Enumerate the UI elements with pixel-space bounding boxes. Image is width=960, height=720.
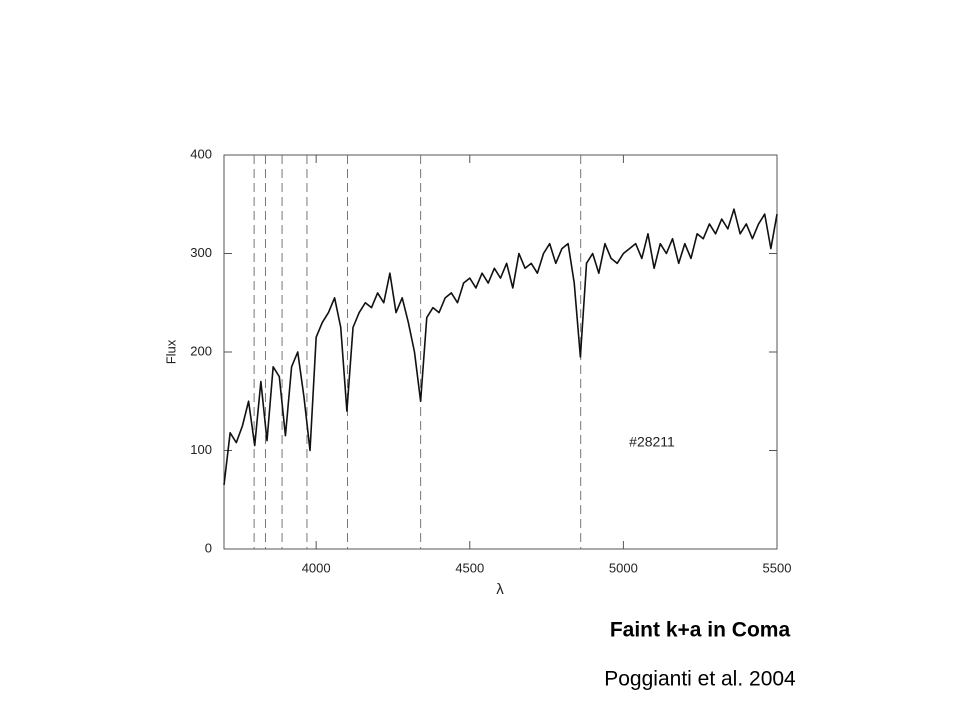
- y-axis-label: Flux: [163, 339, 178, 364]
- x-tick-label: 4000: [302, 560, 331, 575]
- slide-title: Faint k+a in Coma: [610, 619, 791, 642]
- x-tick-label: 5000: [609, 560, 638, 575]
- x-tick-label: 4500: [455, 560, 484, 575]
- spectrum-line: [223, 208, 778, 486]
- y-tick-label: 400: [190, 146, 212, 161]
- annotation: #28211: [629, 434, 675, 450]
- y-tick-label: 0: [205, 540, 212, 555]
- x-axis-label: λ: [496, 581, 504, 598]
- y-tick-label: 100: [190, 442, 212, 457]
- citation: Poggianti et al. 2004: [604, 668, 796, 691]
- x-tick-label: 5500: [763, 560, 792, 575]
- y-tick-label: 200: [190, 343, 212, 358]
- y-tick-label: 300: [190, 245, 212, 260]
